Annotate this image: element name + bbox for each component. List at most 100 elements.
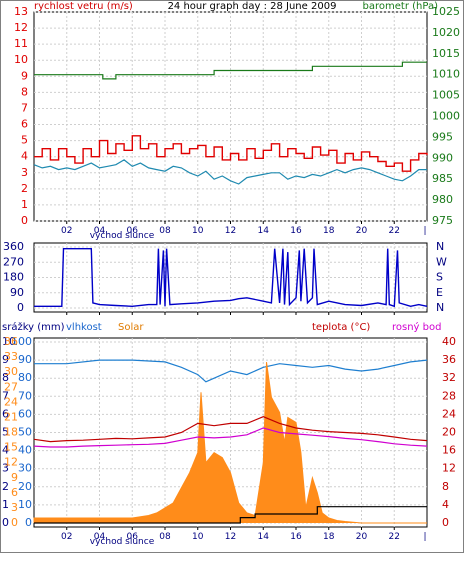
wind-tick-label: 11: [14, 37, 28, 50]
barometer-tick-label: 985: [432, 172, 453, 185]
rain-tick-label: 8: [2, 371, 9, 384]
x-tick-label: 04: [94, 532, 106, 542]
x-tick-label: 06: [127, 532, 139, 542]
humidity-tick-label: 30: [18, 462, 32, 475]
barometer-tick-label: 1000: [432, 110, 460, 123]
x-tick-label: 12: [225, 226, 236, 236]
wind-tick-label: 5: [21, 134, 28, 147]
wind-tick-label: 3: [21, 166, 28, 179]
solar-axis-label: Solar: [118, 322, 144, 333]
x-tick-label: 12: [225, 532, 236, 542]
series-wind-average: [33, 159, 427, 185]
temperature-axis-label: teplota (°C): [312, 322, 370, 333]
wind-tick-label: 0: [21, 214, 28, 227]
compass-tick-label: N: [436, 240, 444, 253]
solar-tick-label: 33: [4, 350, 18, 363]
wind-direction-ticks: 0 N 90 E 180 S 270 W 360 N: [3, 240, 447, 315]
wind-tick-label: 4: [21, 150, 28, 163]
series-temperature: [33, 416, 428, 443]
wind-tick-label: 9: [21, 69, 28, 82]
rain-tick-label: 2: [2, 480, 9, 493]
x-tick-label-end: |: [423, 226, 426, 236]
compass-tick-label: S: [436, 271, 443, 284]
temperature-tick-label: 36: [442, 353, 456, 366]
barometer-tick-label: 1025: [432, 5, 460, 18]
wind-axis-label: rychlost vetru (m/s): [34, 1, 133, 12]
series-solar: [33, 362, 427, 524]
sunrise-label-1: východ slunce: [90, 231, 155, 241]
solar-tick-label: 24: [4, 395, 18, 408]
humidity-tick-label: 40: [18, 444, 32, 457]
rain-tick-label: 9: [2, 353, 9, 366]
x-tick-label: 10: [192, 226, 204, 236]
rain-temp-series: [33, 359, 428, 524]
rain-tick-label: 1: [2, 498, 9, 511]
wind-tick-label: 2: [21, 182, 28, 195]
temperature-tick-label: 4: [442, 498, 449, 511]
wind-tick-label: 8: [21, 85, 28, 98]
barometer-tick-label: 1005: [432, 89, 460, 102]
temperature-tick-label: 28: [442, 389, 456, 402]
solar-tick-label: 6: [11, 486, 18, 499]
humidity-tick-label: 90: [18, 353, 32, 366]
x-tick-label: 16: [290, 226, 302, 236]
barometer-tick-label: 990: [432, 151, 453, 164]
temperature-tick-label: 20: [442, 426, 456, 439]
barometer-tick-label: 980: [432, 193, 453, 206]
x-tick-label: 22: [389, 532, 400, 542]
humidity-tick-label: 50: [18, 426, 32, 439]
series-humidity: [34, 359, 428, 383]
solar-tick-label: 15: [4, 441, 18, 454]
temperature-tick-label: 24: [442, 407, 456, 420]
rain-tick-label: 5: [2, 426, 9, 439]
direction-tick-label: 180: [3, 271, 24, 284]
solar-tick-label: 36: [4, 335, 18, 348]
temperature-tick-label: 40: [442, 335, 456, 348]
x-tick-label: 20: [356, 532, 368, 542]
solar-tick-label: 18: [4, 426, 18, 439]
humidity-axis-label: vlhkost: [66, 322, 102, 333]
barometer-tick-label: 1010: [432, 68, 460, 81]
humidity-tick-label: 100: [11, 335, 32, 348]
direction-tick-label: 90: [10, 286, 24, 299]
wind-direction-series: [34, 248, 428, 308]
x-tick-label: 02: [61, 532, 72, 542]
humidity-tick-label: 80: [18, 371, 32, 384]
rain-tick-label: 10: [2, 335, 16, 348]
humidity-tick-label: 70: [18, 389, 32, 402]
solar-tick-label: 30: [4, 365, 18, 378]
wind-tick-label: 6: [21, 118, 28, 131]
direction-tick-label: 0: [17, 301, 24, 314]
sunrise-label-3: východ slunce: [90, 537, 155, 547]
rain-axis-label: srážky (mm): [2, 321, 65, 333]
rain-tick-label: 0: [2, 516, 9, 529]
humidity-tick-label: 0: [25, 516, 32, 529]
rain-tick-label: 7: [2, 389, 9, 402]
temperature-tick-label: 8: [442, 480, 449, 493]
rain-tick-label: 6: [2, 407, 9, 420]
rain-tick-label: 4: [2, 444, 9, 457]
rain-tick-label: 3: [2, 462, 9, 475]
humidity-tick-label: 60: [18, 407, 32, 420]
x-tick-label: 18: [323, 226, 335, 236]
temperature-tick-label: 0: [442, 516, 449, 529]
wind-pressure-series: [33, 61, 428, 185]
direction-tick-label: 360: [3, 240, 24, 253]
chart-title: 24 hour graph day : 28 June 2009: [168, 1, 337, 12]
x-tick-label-end: |: [423, 532, 426, 542]
x-tick-label: 06: [127, 226, 139, 236]
humidity-tick-label: 10: [18, 498, 32, 511]
wind-tick-label: 7: [21, 101, 28, 114]
solar-tick-label: 9: [11, 471, 18, 484]
rain-temp-ticks: 0 0 01 10 42 20 83 30 124 40 165 50 206 60 247 70 288 80 3…: [2, 335, 456, 542]
solar-tick-label: 0: [11, 516, 18, 529]
series-dewpoint: [33, 427, 428, 448]
x-tick-label: 20: [356, 226, 368, 236]
wind-tick-label: 13: [14, 5, 28, 18]
x-tick-label: 18: [323, 532, 335, 542]
wind-tick-label: 1: [21, 198, 28, 211]
x-tick-label: 02: [61, 226, 72, 236]
x-tick-label: 14: [258, 226, 270, 236]
temperature-tick-label: 12: [442, 462, 456, 475]
